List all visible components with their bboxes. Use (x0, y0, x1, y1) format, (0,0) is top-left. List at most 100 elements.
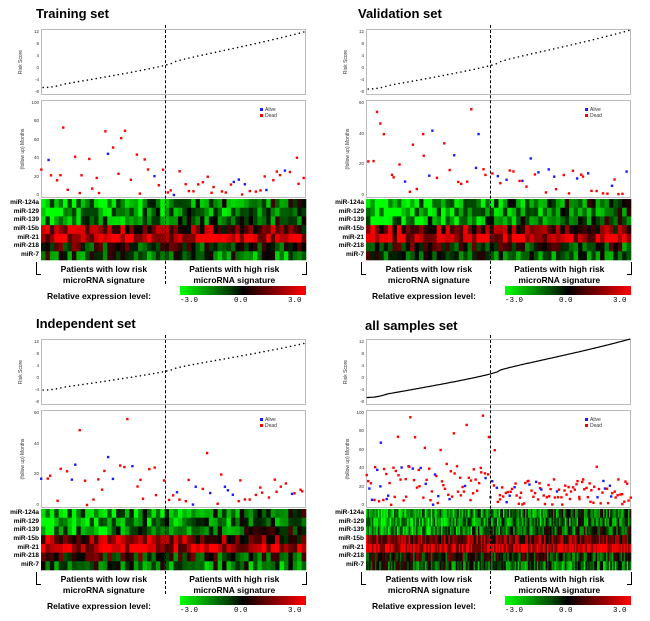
heatmap-cell (588, 509, 591, 519)
heatmap-cell (407, 535, 409, 545)
heatmap-cell (49, 543, 55, 553)
heatmap-cell (222, 517, 227, 527)
heatmap-cell (552, 517, 555, 527)
heatmap-cell (401, 216, 407, 226)
heatmap-cell (458, 517, 461, 527)
gene-label: miR-124a (10, 509, 39, 516)
heatmap-cell (529, 225, 535, 235)
heatmap-cell (370, 199, 376, 209)
risk-score-point (433, 76, 436, 78)
heatmap-cell (85, 535, 90, 545)
heatmap-cell (575, 543, 577, 553)
heatmap-cell (266, 216, 271, 226)
survival-point-dead (575, 483, 578, 486)
heatmap-cell (613, 225, 619, 235)
heatmap-cell (626, 517, 629, 527)
heatmap-cell (511, 242, 517, 252)
heatmap-cell (472, 207, 477, 217)
heatmap-cell (116, 535, 121, 545)
survival-point-dead (187, 189, 191, 193)
heatmap-cell (547, 509, 549, 519)
heatmap-cell (529, 552, 532, 562)
heatmap-cell (164, 225, 170, 235)
gene-label: miR-21 (17, 543, 39, 551)
heatmap-cell (429, 535, 432, 545)
heatmap-cell (626, 216, 632, 226)
risk-score-point (294, 33, 296, 36)
heatmap-cell (470, 561, 473, 571)
heatmap-cell (616, 517, 619, 527)
heatmap-cell (411, 526, 414, 536)
heatmap-cell (94, 517, 99, 527)
heatmap-cell (410, 561, 412, 571)
heatmap-cell (388, 216, 393, 226)
heatmap-cell (239, 517, 245, 527)
risk-score-point (143, 374, 146, 376)
heatmap-cell (580, 552, 583, 562)
heatmap-cell (472, 517, 474, 527)
heatmap-cell (600, 233, 605, 243)
heatmap-cell (513, 543, 515, 553)
survival-tick-label: 60 (358, 446, 364, 452)
heatmap-cell (517, 509, 520, 519)
heatmap-cell (511, 543, 514, 553)
heatmap-cell (502, 251, 508, 261)
gene-label: miR-218 (13, 552, 39, 560)
heatmap-cell (413, 509, 415, 519)
heatmap-cell (558, 509, 561, 519)
heatmap-cell (239, 526, 245, 536)
heatmap-cell (423, 535, 426, 545)
heatmap-cell (433, 526, 436, 536)
heatmap-cell (576, 526, 579, 536)
heatmap-cell (613, 207, 619, 217)
survival-point-alive (385, 497, 388, 501)
heatmap-cell (467, 526, 470, 536)
risk-score-point (407, 81, 409, 83)
heatmap-cell (529, 242, 535, 252)
heatmap-cell (432, 199, 437, 209)
risk-score-point (42, 86, 45, 89)
heatmap-cell (469, 552, 471, 562)
survival-point-dead (187, 478, 190, 482)
survival-point-dead (161, 168, 165, 171)
survival-point-dead (487, 435, 491, 439)
heatmap-cell (301, 242, 307, 252)
heatmap-cell (560, 552, 563, 562)
heatmap-cell (516, 233, 521, 243)
heatmap-cell (275, 561, 280, 571)
heatmap-cell (557, 561, 560, 571)
heatmap-cell (445, 517, 448, 527)
heatmap-cell (186, 517, 192, 527)
heatmap-cell (451, 509, 454, 519)
heatmap-cell (432, 561, 435, 571)
heatmap-cell (623, 561, 626, 571)
heatmap-cell (257, 207, 263, 217)
heatmap-cell (94, 552, 99, 562)
heatmap-cell (610, 526, 613, 536)
survival-point-dead (517, 502, 520, 505)
heatmap-cell (463, 517, 465, 527)
heatmap-cell (76, 509, 82, 519)
heatmap-cell (169, 552, 174, 562)
heatmap-cell (498, 207, 504, 217)
heatmap-cell (457, 517, 460, 527)
heatmap-cell (545, 552, 548, 562)
heatmap-cell (510, 561, 513, 571)
heatmap-cell (438, 535, 440, 545)
heatmap-cell (235, 509, 241, 519)
survival-point-dead (192, 190, 195, 193)
heatmap-cell (520, 207, 526, 217)
heatmap-cell (410, 199, 415, 209)
heatmap-cell (408, 517, 411, 527)
heatmap-cell (566, 517, 568, 527)
heatmap-cell (230, 233, 236, 243)
heatmap-cell (569, 526, 571, 536)
heatmap-cell (124, 216, 130, 226)
heatmap-cell (222, 535, 227, 545)
heatmap-cell (604, 242, 610, 252)
heatmap-cell (600, 535, 602, 545)
risk-score-point (121, 73, 124, 75)
heatmap-cell (376, 552, 379, 562)
heatmap-cell (502, 216, 508, 226)
risk-score-point (148, 373, 151, 376)
